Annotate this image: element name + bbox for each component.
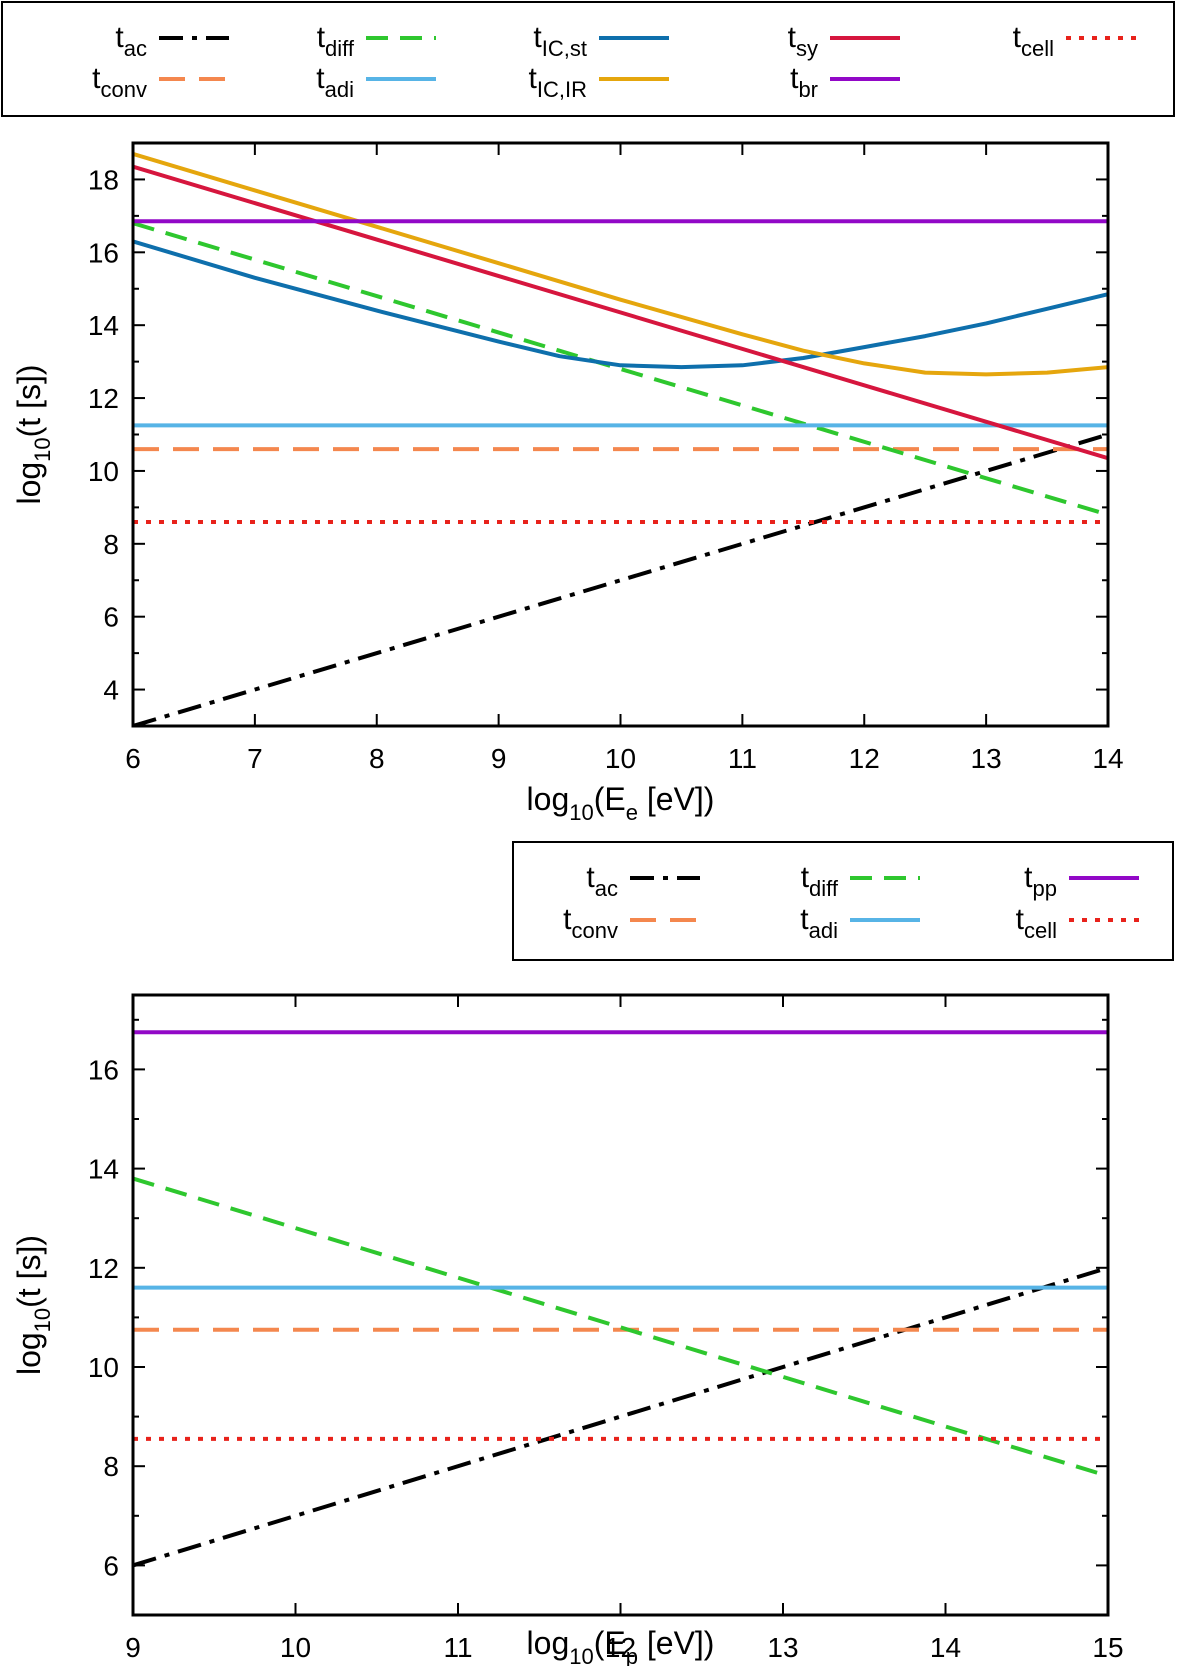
y-tick-label: 6	[103, 1550, 119, 1581]
legend-label: tIC,IR	[529, 62, 587, 102]
y-tick-label: 14	[88, 1154, 119, 1185]
y-tick-label: 16	[88, 237, 119, 268]
legend-frame	[512, 841, 1174, 961]
x-tick-label: 12	[849, 743, 880, 774]
legend-label: tdiff	[317, 21, 355, 61]
y-tick-label: 10	[88, 1352, 119, 1383]
legend-item-ac: tac	[115, 21, 229, 61]
legend-item-adi: tadi	[800, 903, 920, 943]
legend-label: tsy	[788, 21, 818, 61]
legend-item-cell: tcell	[1013, 21, 1136, 61]
x-tick-label: 8	[369, 743, 385, 774]
legend-frame	[1, 1, 1175, 117]
x-tick-label: 9	[491, 743, 507, 774]
legend-label: tac	[586, 861, 618, 901]
legend-label: tcell	[1013, 21, 1054, 61]
x-tick-label: 11	[443, 1632, 472, 1663]
legend-item-br: tbr	[790, 62, 900, 102]
legend-label: tconv	[563, 903, 618, 943]
y-tick-label: 14	[88, 310, 119, 341]
x-tick-label: 15	[1092, 1632, 1123, 1663]
y-tick-label: 8	[103, 529, 119, 560]
series-lines	[133, 151, 1108, 726]
legend-label: tconv	[92, 62, 147, 102]
y-tick-label: 12	[88, 383, 119, 414]
series-line-icst	[133, 239, 1108, 370]
x-tick-label: 13	[971, 743, 1002, 774]
series-line-ac	[133, 1265, 1108, 1568]
y-axis-label: log10(t [s])	[11, 364, 55, 504]
x-tick-label: 10	[605, 743, 636, 774]
legend-label: tadi	[800, 903, 838, 943]
x-tick-label: 7	[247, 743, 263, 774]
chart-protons: 9 10 11 12 13 14 15 6 8 10 12 14 16 log10(Ep [eV]) log…	[11, 993, 1124, 1666]
legend-item-conv: tconv	[92, 62, 229, 102]
x-tick-label: 9	[125, 1632, 141, 1663]
legend-item-icst: tIC,st	[533, 21, 669, 61]
legend-label: tadi	[316, 62, 354, 102]
legend-item-cell: tcell	[1016, 903, 1139, 943]
legend-item-icir: tIC,IR	[529, 62, 669, 102]
plot-frame	[131, 141, 1110, 728]
y-tick-label: 18	[88, 164, 119, 195]
series-lines	[133, 1030, 1108, 1568]
x-tick-label: 6	[125, 743, 141, 774]
legend-item-diff: tdiff	[317, 21, 436, 61]
axis-ticks: 9 10 11 12 13 14 15 6 8 10 12 14 16	[88, 995, 1124, 1663]
axis-ticks: 6 7 8 9 10 11 12 13 14 4 6 8 10 12 14 16 18	[88, 142, 1124, 774]
x-tick-label: 14	[930, 1632, 961, 1663]
x-axis-label: log10(Ee [eV])	[527, 781, 715, 825]
legend-label: tdiff	[801, 861, 839, 901]
legend-label: tbr	[790, 62, 818, 102]
legend-label: tpp	[1024, 861, 1057, 901]
x-tick-label: 10	[280, 1632, 311, 1663]
legend-label: tIC,st	[533, 21, 587, 61]
y-tick-label: 12	[88, 1253, 119, 1284]
x-axis-label: log10(Ep [eV])	[527, 1625, 715, 1666]
y-tick-label: 10	[88, 456, 119, 487]
y-tick-label: 4	[103, 675, 119, 706]
plot-frame	[131, 993, 1110, 1617]
legend-item-diff: tdiff	[801, 861, 920, 901]
legend-item-conv: tconv	[563, 903, 700, 943]
y-tick-label: 6	[103, 602, 119, 633]
series-line-sy	[133, 164, 1108, 461]
legend-item-ac: tac	[586, 861, 700, 901]
series-line-ac	[133, 432, 1108, 726]
legend-label: tac	[115, 21, 147, 61]
x-tick-label: 11	[728, 743, 757, 774]
legend-item-sy: tsy	[788, 21, 900, 61]
x-tick-label: 14	[1092, 743, 1123, 774]
y-axis-label: log10(t [s])	[11, 1235, 55, 1375]
legend-label: tcell	[1016, 903, 1057, 943]
x-tick-label: 13	[767, 1632, 798, 1663]
y-tick-label: 16	[88, 1054, 119, 1085]
legend-item-adi: tadi	[316, 62, 436, 102]
x-tick-label: 12	[605, 1632, 636, 1663]
y-tick-label: 8	[103, 1451, 119, 1482]
legend-item-pp: tpp	[1024, 861, 1139, 901]
chart-electrons: 6 7 8 9 10 11 12 13 14 4 6 8 10 12 14 16 18 log10(Ee [eV]…	[11, 141, 1124, 825]
